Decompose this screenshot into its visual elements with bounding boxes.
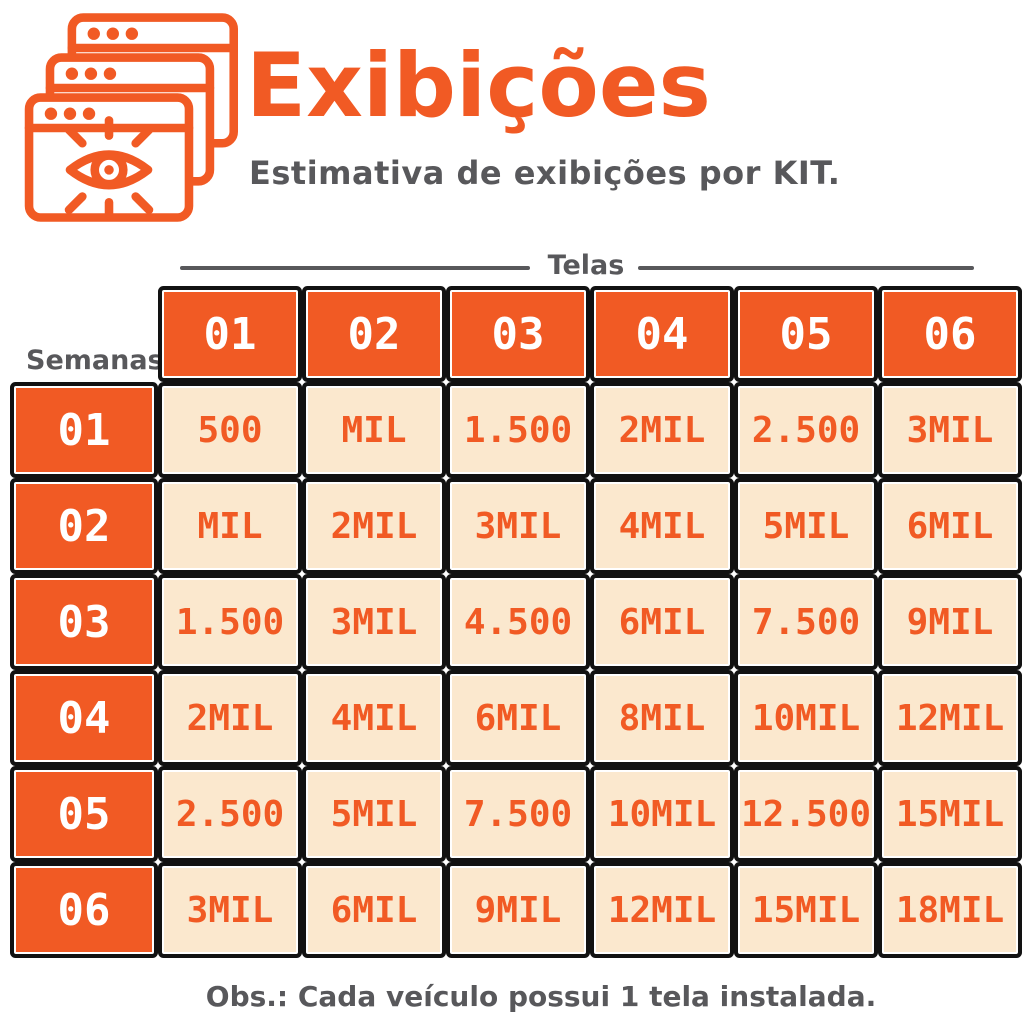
column-header-cell-03: 03 — [450, 290, 586, 378]
data-cell-r2c6: 6MIL — [882, 482, 1018, 570]
data-cell-r5c1: 2.500 — [162, 770, 298, 858]
row-header-cell-03: 03 — [14, 578, 154, 666]
data-cell-r2c3: 3MIL — [450, 482, 586, 570]
telas-divider-right-line — [638, 266, 974, 270]
data-cell-r6c1: 3MIL — [162, 866, 298, 954]
data-cell-r4c6: 12MIL — [882, 674, 1018, 762]
rows-axis-label: Semanas — [26, 345, 164, 376]
data-cell-r5c3: 7.500 — [450, 770, 586, 858]
footer-note: Obs.: Cada veículo possui 1 tela instala… — [205, 980, 877, 1013]
data-cell-r5c4: 10MIL — [594, 770, 730, 858]
data-cell-r3c5: 7.500 — [738, 578, 874, 666]
data-cell-r3c6: 9MIL — [882, 578, 1018, 666]
data-cell-r1c3: 1.500 — [450, 386, 586, 474]
data-cell-r6c2: 6MIL — [306, 866, 442, 954]
data-cell-r4c5: 10MIL — [738, 674, 874, 762]
data-cell-r1c5: 2.500 — [738, 386, 874, 474]
data-cell-r3c1: 1.500 — [162, 578, 298, 666]
data-cell-r2c1: MIL — [162, 482, 298, 570]
data-cell-r1c1: 500 — [162, 386, 298, 474]
columns-axis-label: Telas — [547, 250, 625, 281]
data-cell-r1c2: MIL — [306, 386, 442, 474]
column-header-cell-06: 06 — [882, 290, 1018, 378]
column-header-cell-05: 05 — [738, 290, 874, 378]
data-cell-r6c4: 12MIL — [594, 866, 730, 954]
data-cell-r5c5: 12.500 — [738, 770, 874, 858]
data-cell-r1c6: 3MIL — [882, 386, 1018, 474]
data-cell-r4c4: 8MIL — [594, 674, 730, 762]
data-cell-r2c2: 2MIL — [306, 482, 442, 570]
row-header-cell-04: 04 — [14, 674, 154, 762]
data-cell-r5c2: 5MIL — [306, 770, 442, 858]
telas-divider-left-line — [180, 266, 530, 270]
data-cell-r5c6: 15MIL — [882, 770, 1018, 858]
estimates-table: Semanas 01 02 03 04 05 06 01 500 MIL 1.500 2MIL 2.5… — [14, 290, 1018, 954]
row-header-cell-06: 06 — [14, 866, 154, 954]
data-cell-r1c4: 2MIL — [594, 386, 730, 474]
page-subtitle: Estimativa de exibições por KIT. — [249, 154, 841, 192]
column-header-cell-04: 04 — [594, 290, 730, 378]
data-cell-r6c5: 15MIL — [738, 866, 874, 954]
data-cell-r6c3: 9MIL — [450, 866, 586, 954]
row-header-cell-05: 05 — [14, 770, 154, 858]
data-cell-r2c4: 4MIL — [594, 482, 730, 570]
table-corner-cell: Semanas — [14, 290, 164, 378]
column-header-cell-02: 02 — [306, 290, 442, 378]
data-cell-r2c5: 5MIL — [738, 482, 874, 570]
row-header-cell-01: 01 — [14, 386, 154, 474]
browser-windows-eye-icon — [24, 13, 239, 222]
data-cell-r3c3: 4.500 — [450, 578, 586, 666]
data-cell-r4c1: 2MIL — [162, 674, 298, 762]
page-title: Exibições — [246, 34, 711, 137]
data-cell-r4c2: 4MIL — [306, 674, 442, 762]
data-cell-r4c3: 6MIL — [450, 674, 586, 762]
data-cell-r3c4: 6MIL — [594, 578, 730, 666]
data-cell-r3c2: 3MIL — [306, 578, 442, 666]
data-cell-r6c6: 18MIL — [882, 866, 1018, 954]
column-header-cell-01: 01 — [162, 290, 298, 378]
row-header-cell-02: 02 — [14, 482, 154, 570]
